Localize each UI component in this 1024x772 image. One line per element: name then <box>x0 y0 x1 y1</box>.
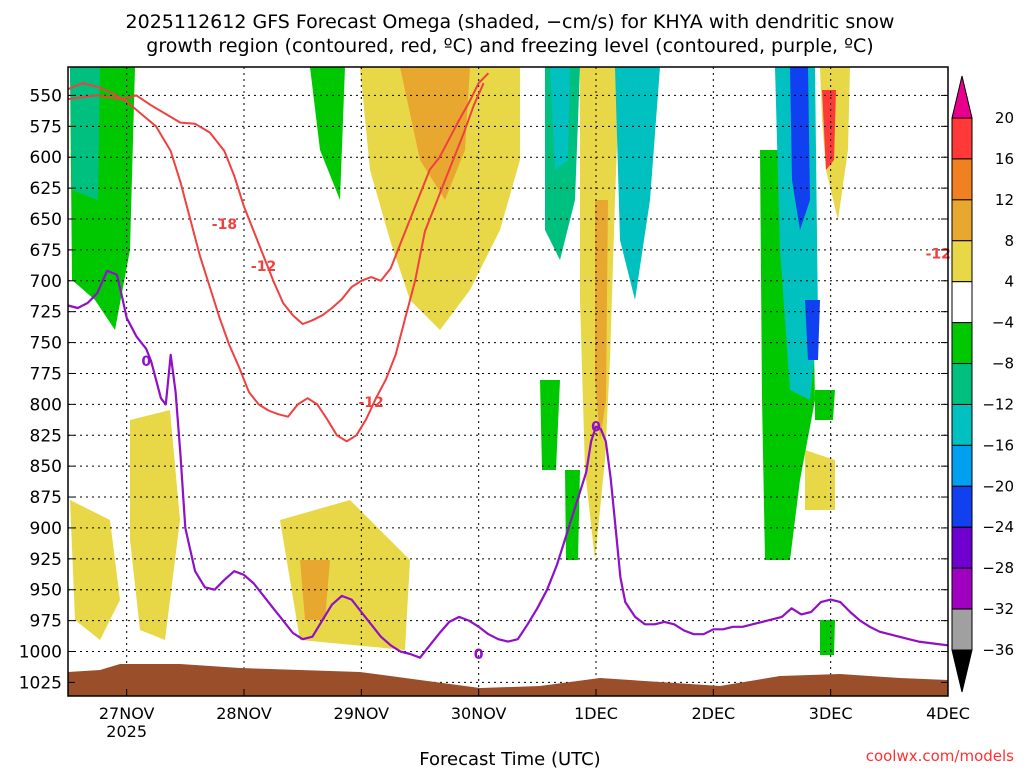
x-tick-label-4DEC: 4DEC <box>926 704 970 723</box>
colorbar-swatch-9 <box>951 485 973 528</box>
colorbar-label-2: 12 <box>995 191 1014 209</box>
sinking-region-14 <box>310 67 345 200</box>
y-tick-label-1025: 1025 <box>19 673 62 693</box>
omega-shading <box>70 67 850 655</box>
colorbar-label-1: 16 <box>995 150 1014 168</box>
y-tick-label-575: 575 <box>30 117 62 137</box>
rising-region-11 <box>805 450 835 510</box>
colorbar-swatch-7 <box>951 403 973 446</box>
colorbar: 20 16 12 8 4 −4 −8 −12 −16 −20 −24 −28 −32 −36 <box>951 75 1014 693</box>
rising-region-6 <box>822 90 836 170</box>
colorbar-swatch-6 <box>951 363 973 405</box>
colorbar-swatch-10 <box>951 526 973 569</box>
y-tick-label-900: 900 <box>30 519 62 539</box>
colorbar-label-0: 20 <box>995 109 1014 127</box>
sinking-region-11 <box>540 380 560 470</box>
x-tick-label-1DEC: 1DEC <box>574 704 618 723</box>
dgz-minus12-line-label-2: -12 <box>926 247 951 263</box>
plot-frame <box>67 66 949 697</box>
credit-text: coolwx.com/models <box>866 747 1014 765</box>
y-tick-label-975: 975 <box>30 612 62 632</box>
y-tick-label-875: 875 <box>30 488 62 508</box>
chart-title-line2: growth region (contoured, red, ºC) and f… <box>146 35 873 57</box>
x-tick-label-2DEC: 2DEC <box>691 704 735 723</box>
freezing-level-line-label-1: 0 <box>591 420 601 436</box>
axes: 550 575 600 625 650 675 700 725 750 775 800 825 850 8… <box>19 86 970 741</box>
colorbar-swatch-12 <box>951 608 973 651</box>
y-tick-label-850: 850 <box>30 457 62 477</box>
colorbar-swatch-1 <box>951 158 973 201</box>
colorbar-label-3: 8 <box>1004 232 1014 250</box>
colorbar-label-6: −8 <box>992 355 1014 373</box>
ground-terrain <box>68 664 948 696</box>
sinking-region-2 <box>70 67 100 200</box>
colorbar-bottom-arrow <box>951 649 973 693</box>
colorbar-label-7: −12 <box>982 395 1014 413</box>
freezing-level-line-label-0: 0 <box>474 647 484 663</box>
x-tick-sublabel-27NOV: 2025 <box>106 722 147 741</box>
y-tick-label-650: 650 <box>30 210 62 230</box>
colorbar-label-12: −32 <box>982 600 1014 618</box>
colorbar-swatch-4 <box>951 281 973 324</box>
x-tick-label-29NOV: 29NOV <box>334 704 390 723</box>
colorbar-label-10: −24 <box>982 518 1014 536</box>
colorbar-label-13: −36 <box>982 641 1014 659</box>
colorbar-swatch-11 <box>951 567 973 610</box>
y-tick-label-750: 750 <box>30 334 62 354</box>
x-axis-label: Forecast Time (UTC) <box>419 749 600 768</box>
colorbar-label-8: −16 <box>982 436 1014 454</box>
y-tick-label-825: 825 <box>30 426 62 446</box>
y-tick-label-775: 775 <box>30 364 62 384</box>
y-tick-label-600: 600 <box>30 148 62 168</box>
sinking-region-13 <box>820 620 835 655</box>
y-tick-label-675: 675 <box>30 241 62 261</box>
sinking-region-9 <box>805 300 820 360</box>
y-tick-label-925: 925 <box>30 550 62 570</box>
colorbar-top-arrow <box>951 75 973 119</box>
dgz-minus12-line <box>67 72 490 325</box>
colorbar-swatch-3 <box>951 240 973 283</box>
x-tick-label-30NOV: 30NOV <box>451 704 507 723</box>
colorbar-label-5: −4 <box>992 314 1014 332</box>
contours: -12 -12 -12 -18 0 0 0 <box>67 72 951 663</box>
colorbar-label-9: −20 <box>982 477 1014 495</box>
dgz-minus12-line-label-0: -12 <box>251 259 276 275</box>
y-tick-label-950: 950 <box>30 581 62 601</box>
y-tick-label-550: 550 <box>30 86 62 106</box>
colorbar-swatch-2 <box>951 199 973 242</box>
chart-title-line1: 2025112612 GFS Forecast Omega (shaded, −… <box>126 11 895 33</box>
dgz-minus18-line-label-0: -18 <box>212 217 237 233</box>
rising-region-1 <box>360 67 520 330</box>
rising-region-2 <box>400 67 470 200</box>
colorbar-label-11: −28 <box>982 559 1014 577</box>
sinking-region-12 <box>815 390 835 420</box>
dgz-minus12-line-label-1: -12 <box>358 395 383 411</box>
y-tick-label-1000: 1000 <box>19 643 62 663</box>
sinking-region-4 <box>550 67 570 170</box>
colorbar-swatch-5 <box>951 322 973 365</box>
y-tick-label-625: 625 <box>30 179 62 199</box>
rising-region-4 <box>595 200 608 440</box>
y-tick-label-725: 725 <box>30 303 62 323</box>
y-tick-label-800: 800 <box>30 395 62 415</box>
colorbar-swatch-0 <box>951 117 973 160</box>
sinking-region-8 <box>790 67 810 230</box>
colorbar-label-4: 4 <box>1004 273 1014 291</box>
x-tick-label-3DEC: 3DEC <box>809 704 853 723</box>
colorbar-swatch-8 <box>951 444 973 487</box>
dgz-minus18-line <box>67 82 485 443</box>
rising-region-7 <box>70 500 120 640</box>
sinking-region-5 <box>615 67 660 300</box>
x-tick-label-28NOV: 28NOV <box>216 704 272 723</box>
y-tick-label-700: 700 <box>30 272 62 292</box>
freezing-level-line-label-2: 0 <box>141 354 151 370</box>
freezing-level-line <box>67 269 949 659</box>
x-tick-label-27NOV: 27NOV <box>99 704 155 723</box>
rising-region-8 <box>130 410 180 640</box>
